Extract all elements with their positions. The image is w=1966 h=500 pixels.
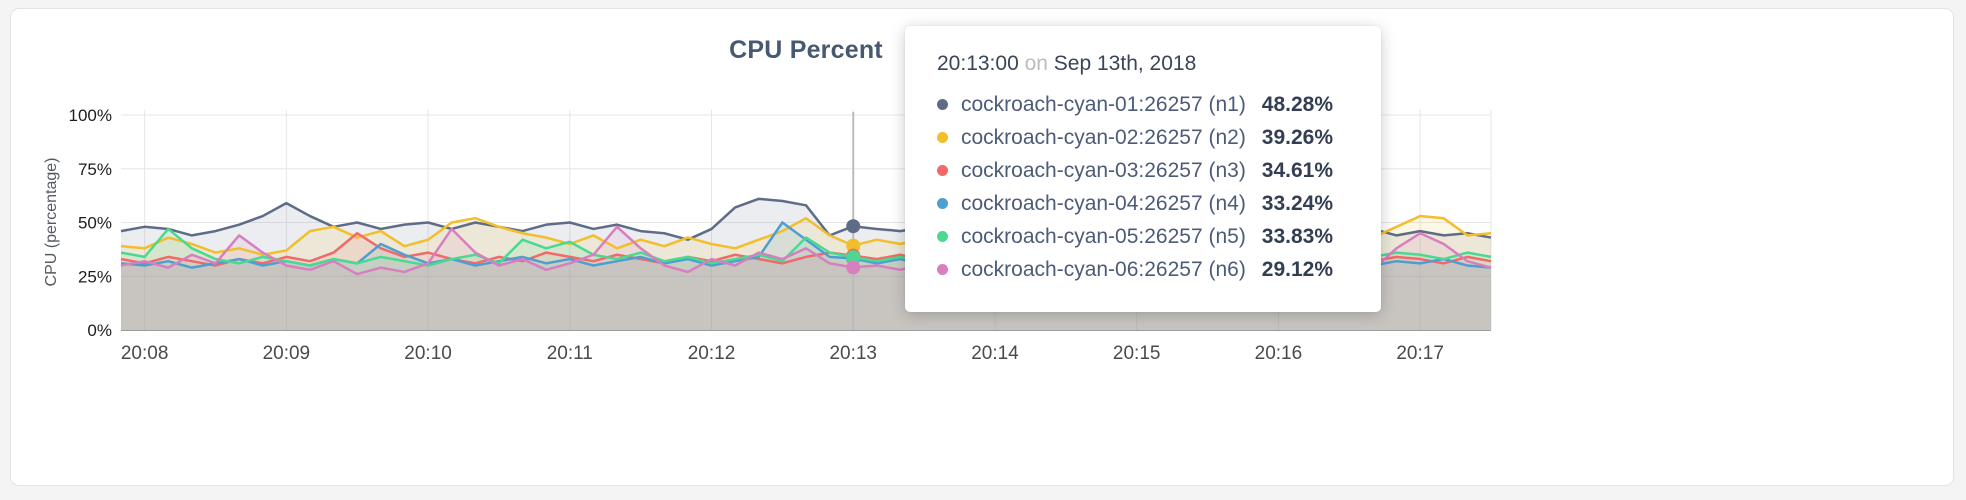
x-tick-label: 20:11 [547, 343, 593, 364]
tooltip-series-list: cockroach-cyan-01:26257 (n1) 48.28% cockro… [937, 88, 1333, 286]
x-tick-label: 20:14 [971, 343, 1019, 364]
series-name: cockroach-cyan-02:26257 (n2) [961, 125, 1246, 149]
tooltip-series-row: cockroach-cyan-01:26257 (n1) 48.28% [937, 88, 1333, 121]
series-value: 33.83% [1261, 224, 1333, 248]
tooltip-series-row: cockroach-cyan-05:26257 (n5) 33.83% [937, 220, 1333, 253]
series-color-dot [937, 165, 948, 176]
series-value: 39.26% [1261, 125, 1333, 149]
y-tick-label: 0% [87, 321, 112, 340]
y-tick-label: 50% [78, 214, 112, 233]
x-tick-label: 20:15 [1113, 343, 1161, 364]
series-color-dot [937, 264, 948, 275]
x-tick-label: 20:10 [404, 343, 452, 364]
series-value: 29.12% [1261, 257, 1333, 281]
series-value: 34.61% [1261, 158, 1333, 182]
x-tick-label: 20:16 [1255, 343, 1303, 364]
series-name: cockroach-cyan-01:26257 (n1) [961, 92, 1246, 116]
y-tick-label: 75% [78, 160, 112, 179]
tooltip-header: 20:13:00 on Sep 13th, 2018 [937, 52, 1333, 76]
hover-dot-n2 [846, 238, 861, 253]
y-tick-label: 100% [69, 106, 112, 125]
tooltip-series-row: cockroach-cyan-04:26257 (n4) 33.24% [937, 187, 1333, 220]
tooltip-time: 20:13:00 [937, 52, 1019, 75]
tooltip-series-row: cockroach-cyan-03:26257 (n3) 34.61% [937, 154, 1333, 187]
tooltip-date: Sep 13th, 2018 [1053, 52, 1197, 75]
tooltip-series-row: cockroach-cyan-02:26257 (n2) 39.26% [937, 121, 1333, 154]
series-color-dot [937, 132, 948, 143]
series-name: cockroach-cyan-06:26257 (n6) [961, 257, 1246, 281]
y-tick-label: 25% [78, 267, 112, 286]
series-name: cockroach-cyan-03:26257 (n3) [961, 158, 1246, 182]
series-name: cockroach-cyan-05:26257 (n5) [961, 224, 1246, 248]
series-value: 33.24% [1261, 191, 1333, 215]
series-color-dot [937, 99, 948, 110]
x-tick-label: 20:13 [829, 343, 877, 364]
series-color-dot [937, 231, 948, 242]
tooltip-connector: on [1024, 52, 1048, 75]
tooltip-series-row: cockroach-cyan-06:26257 (n6) 29.12% [937, 253, 1333, 286]
x-tick-label: 20:09 [263, 343, 311, 364]
x-tick-label: 20:17 [1396, 343, 1444, 364]
series-value: 48.28% [1261, 92, 1333, 116]
series-color-dot [937, 198, 948, 209]
hover-dot-n6 [846, 260, 861, 275]
x-tick-label: 20:12 [688, 343, 736, 364]
hover-dot-n1 [846, 219, 861, 234]
series-name: cockroach-cyan-04:26257 (n4) [961, 191, 1246, 215]
hover-dot-n5 [846, 250, 861, 265]
x-tick-label: 20:08 [121, 343, 169, 364]
chart-tooltip: 20:13:00 on Sep 13th, 2018 cockroach-cya… [905, 26, 1381, 312]
chart-title: CPU Percent [729, 36, 883, 64]
